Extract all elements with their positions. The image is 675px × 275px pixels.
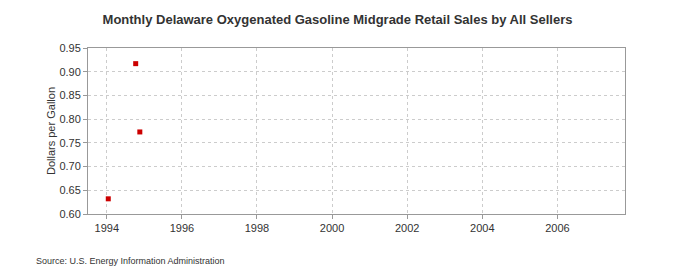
svg-text:0.60: 0.60 (59, 208, 80, 220)
svg-text:0.75: 0.75 (59, 137, 80, 149)
svg-text:2000: 2000 (320, 222, 344, 234)
svg-text:0.65: 0.65 (59, 184, 80, 196)
svg-text:0.80: 0.80 (59, 113, 80, 125)
svg-text:0.95: 0.95 (59, 42, 80, 54)
svg-text:Dollars per Gallon: Dollars per Gallon (45, 87, 57, 175)
svg-text:1996: 1996 (170, 222, 194, 234)
svg-text:1998: 1998 (245, 222, 269, 234)
svg-text:0.85: 0.85 (59, 89, 80, 101)
svg-text:Monthly Delaware Oxygenated Ga: Monthly Delaware Oxygenated Gasoline Mid… (103, 12, 573, 27)
svg-text:2006: 2006 (545, 222, 569, 234)
svg-text:2004: 2004 (470, 222, 494, 234)
svg-text:1994: 1994 (95, 222, 119, 234)
svg-text:2002: 2002 (395, 222, 419, 234)
svg-text:Source: U.S. Energy Informatio: Source: U.S. Energy Information Administ… (36, 256, 225, 266)
svg-text:0.90: 0.90 (59, 66, 80, 78)
svg-text:0.70: 0.70 (59, 160, 80, 172)
